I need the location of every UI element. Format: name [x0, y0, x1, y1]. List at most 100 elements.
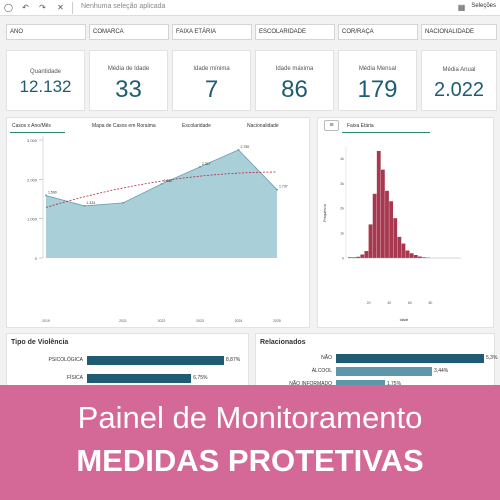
data-label: 1.737 — [279, 185, 288, 189]
filter-bar: ANO COMARCA FAIXA ETÁRIA ESCOLARIDADE CO… — [0, 24, 500, 42]
age-panel: ≡ Faixa Etária 0 1k 2k 3k 4k 20 40 60 80 Idade Fre… — [317, 117, 494, 328]
related-title: Relacionados — [260, 339, 306, 346]
x-tick-label: 2019 — [42, 319, 50, 323]
toolbar: ◯ ↶ ↷ ✕ Nenhuma seleção aplicada ▦ Seleç… — [0, 0, 500, 16]
tab-nacionalidade[interactable]: Nacionalidade — [247, 123, 279, 129]
tab-escolaridade[interactable]: Escolaridade — [182, 123, 211, 129]
y-tick-label: 4k — [340, 157, 344, 161]
histogram-bar — [409, 253, 414, 258]
bar-row-value: 3,44% — [434, 368, 449, 374]
histogram-bar — [376, 150, 381, 258]
histogram-bar — [422, 257, 426, 258]
x-tick-label: 2023 — [196, 319, 204, 323]
toolbar-divider — [72, 2, 73, 14]
histogram-bar — [393, 218, 398, 258]
histogram-bar — [348, 257, 352, 258]
bar-row-bar[interactable] — [336, 354, 484, 363]
area-fill — [46, 149, 277, 258]
filter-faixa-etaria[interactable]: FAIXA ETÁRIA — [172, 24, 252, 40]
bar-row-label: FÍSICA — [66, 375, 83, 381]
y-tick-label: 1.000 — [27, 217, 38, 222]
bar-row-value: 1,75% — [386, 381, 402, 387]
histogram-bar — [413, 255, 418, 258]
related-panel: Relacionados NÃO 5,3% ÁLCOOL 3,44% NÃO INFOR… — [255, 333, 498, 393]
histogram-bar — [372, 193, 377, 258]
x-tick-label: 2021 — [119, 319, 127, 323]
bar-row-bar[interactable] — [87, 356, 224, 365]
selections-button[interactable]: Seleções — [471, 3, 496, 9]
bar-row-label: NÃO INFORMADO — [289, 381, 332, 387]
bar-row-bar[interactable] — [336, 367, 433, 376]
kpi-media-idade: Média de Idade 33 — [89, 50, 168, 111]
kpi-label: Idade máxima — [275, 66, 314, 72]
y-tick-label: 0 — [342, 257, 344, 261]
bar-row-value: 5,3% — [486, 355, 498, 361]
histogram-bar — [380, 169, 385, 258]
filter-cor-raca[interactable]: COR/RAÇA — [338, 24, 418, 40]
menu-icon[interactable]: ≡ — [324, 120, 339, 131]
kpi-label: Média Anual — [442, 67, 476, 73]
step-back-icon[interactable]: ↶ — [22, 3, 29, 12]
kpi-quantidade: Quantidade 12.132 — [6, 50, 85, 111]
bar-row-label: NÃO — [321, 355, 332, 361]
data-point — [276, 188, 278, 191]
x-tick-label: 20 — [367, 301, 371, 305]
histogram-bar — [397, 236, 402, 258]
x-axis-title: Idade — [400, 318, 409, 322]
banner-subtitle: MEDIDAS PROTETIVAS — [76, 443, 424, 478]
filter-nacionalidade[interactable]: NACIONALIDADE — [421, 24, 497, 40]
kpi-idade-minima: Idade mínima 7 — [172, 50, 251, 111]
tab-mapa-casos[interactable]: Mapa de Casos em Roraima — [92, 123, 156, 129]
y-tick-label: 1k — [340, 232, 344, 236]
filter-ano[interactable]: ANO — [6, 24, 86, 40]
x-tick-label: 40 — [387, 301, 391, 305]
tab-casos-ano-mes[interactable]: Casos x Ano/Mês — [12, 123, 51, 129]
data-label: 1.882 — [164, 179, 173, 183]
data-point — [45, 194, 47, 197]
histogram-bar — [368, 224, 373, 258]
y-tick-label: 3k — [340, 182, 344, 186]
histogram-bar — [356, 256, 361, 258]
kpi-label: Média Mensal — [358, 66, 397, 72]
kpi-value: 2.022 — [433, 79, 485, 101]
cases-panel: Casos x Ano/Mês Mapa de Casos em Roraima… — [6, 117, 310, 328]
title-banner: Painel de Monitoramento MEDIDAS PROTETIV… — [0, 385, 500, 500]
bar-row-bar[interactable] — [336, 380, 385, 389]
selections-grid-icon[interactable]: ▦ — [457, 3, 466, 12]
trendline — [45, 171, 278, 208]
filter-comarca[interactable]: COMARCA — [89, 24, 169, 40]
filter-escolaridade[interactable]: ESCOLARIDADE — [255, 24, 335, 40]
kpi-idade-maxima: Idade máxima 86 — [255, 50, 334, 111]
clear-selections-icon[interactable]: ✕ — [57, 3, 64, 12]
banner-title: Painel de Monitoramento — [77, 400, 423, 435]
step-forward-icon[interactable]: ↷ — [39, 3, 46, 12]
tab-faixa-etaria[interactable]: Faixa Etária — [347, 123, 374, 129]
histogram-bar — [389, 201, 394, 258]
age-histogram: 0 1k 2k 3k 4k 20 40 60 80 Idade Frequência — [323, 146, 461, 322]
kpi-value: 33 — [115, 76, 142, 103]
y-axis-title: Frequência — [323, 204, 327, 222]
histogram-bar — [418, 256, 422, 258]
active-tab-indicator — [342, 132, 430, 133]
data-point — [160, 182, 163, 185]
cases-area-chart: 3.000 2.000 1.000 0 1.590 1.324 1.882 2.317 2.75… — [27, 136, 288, 323]
kpi-label: Idade mínima — [193, 66, 230, 72]
violence-panel: Tipo de Violência PSICOLÓGICA 8,87% FÍSICA… — [6, 333, 249, 393]
histogram-bar — [364, 251, 369, 258]
bar-row-value: 8,87% — [226, 357, 241, 363]
data-label: 2.317 — [202, 162, 211, 166]
y-tick-label: 3.000 — [27, 138, 38, 143]
data-point — [122, 201, 124, 204]
x-tick-label: 80 — [428, 301, 432, 305]
bar-row-label: ÁLCOOL — [311, 368, 332, 374]
data-label: 2.750 — [241, 145, 250, 149]
data-label: 1.324 — [87, 201, 96, 205]
kpi-media-anual: Média Anual 2.022 — [421, 50, 497, 111]
bar-row-bar[interactable] — [87, 374, 192, 383]
histogram-bar — [385, 190, 389, 258]
violence-title: Tipo de Violência — [11, 339, 69, 346]
y-tick-label: 2.000 — [27, 177, 38, 182]
smart-search-icon[interactable]: ◯ — [4, 3, 13, 12]
x-tick-label: 2024 — [235, 319, 243, 323]
kpi-label: Quantidade — [29, 69, 62, 75]
